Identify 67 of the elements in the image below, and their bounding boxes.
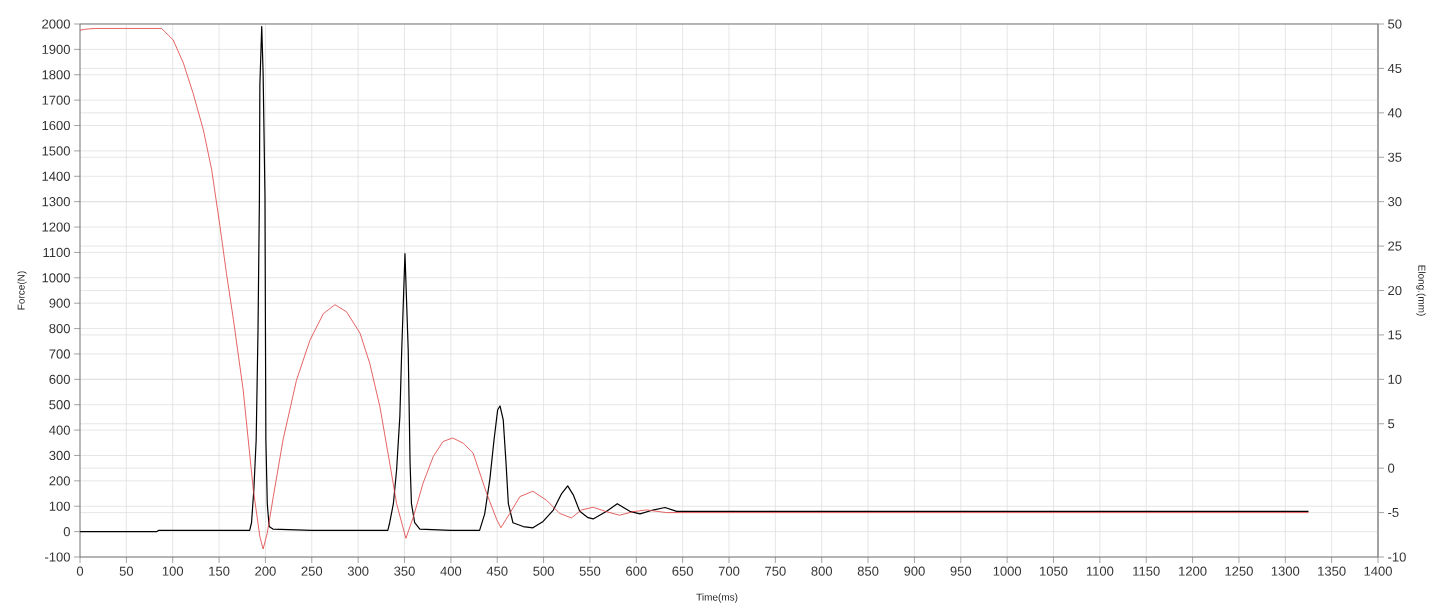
x-tick-label: 650 bbox=[672, 566, 693, 576]
x-tick-label: 700 bbox=[718, 566, 740, 576]
x-tick-label: 550 bbox=[579, 566, 601, 576]
x-tick-label: 400 bbox=[440, 566, 462, 576]
x-tick-label: 1000 bbox=[993, 566, 1022, 576]
y2-tick-label: 40 bbox=[1387, 108, 1402, 118]
y-tick-label: 1600 bbox=[42, 120, 70, 131]
y-tick-label: 700 bbox=[49, 349, 70, 359]
x-tick-label: 1100 bbox=[1086, 566, 1114, 576]
y2-tick-label: 50 bbox=[1388, 19, 1402, 29]
y2-tick-label: 30 bbox=[1388, 197, 1402, 207]
x-tick-label: 600 bbox=[626, 566, 647, 576]
y2-axis-title: Elong.(mm) bbox=[1416, 265, 1426, 316]
y-tick-label: 900 bbox=[49, 298, 70, 308]
x-tick-label: 250 bbox=[301, 566, 323, 576]
x-tick-label: 1150 bbox=[1133, 566, 1160, 576]
x-tick-label: 500 bbox=[533, 566, 554, 576]
y-tick-label: 400 bbox=[49, 425, 70, 435]
x-tick-label: 0 bbox=[76, 566, 84, 576]
y-tick-label: 1700 bbox=[42, 95, 70, 105]
y-tick-label: 100 bbox=[49, 501, 70, 511]
y-tick-label: -100 bbox=[45, 552, 70, 562]
y-tick-label: 1000 bbox=[42, 273, 70, 283]
x-tick-label: 350 bbox=[394, 566, 415, 576]
y-tick-label: 1400 bbox=[42, 171, 70, 181]
y-tick-label: 1100 bbox=[43, 247, 70, 258]
x-tick-label: 50 bbox=[119, 566, 134, 576]
y2-tick-label: 35 bbox=[1388, 152, 1402, 162]
x-tick-label: 1050 bbox=[1040, 566, 1068, 576]
y-tick-label: 300 bbox=[49, 450, 70, 461]
y2-tick-label: 20 bbox=[1388, 285, 1402, 296]
x-tick-label: 300 bbox=[347, 566, 369, 576]
y-tick-label: 1900 bbox=[42, 44, 70, 54]
x-tick-label: 1250 bbox=[1225, 566, 1253, 576]
y-axis-title: Force(N) bbox=[17, 271, 27, 310]
x-tick-label: 900 bbox=[904, 566, 925, 576]
x-axis-title: Time(ms) bbox=[696, 593, 738, 603]
y2-tick-label: 5 bbox=[1388, 419, 1395, 429]
y-tick-label: 1200 bbox=[42, 222, 70, 232]
x-tick-label: 1300 bbox=[1271, 566, 1300, 576]
y-tick-label: 1300 bbox=[42, 197, 70, 207]
y2-tick-label: 15 bbox=[1388, 330, 1402, 340]
x-tick-label: 150 bbox=[209, 566, 230, 576]
x-tick-label: 200 bbox=[255, 566, 276, 576]
y-tick-label: 0 bbox=[63, 527, 70, 537]
y2-tick-label: 45 bbox=[1387, 63, 1402, 73]
x-tick-label: 1350 bbox=[1318, 566, 1346, 576]
y2-tick-label: 10 bbox=[1388, 374, 1402, 384]
x-tick-label: 1200 bbox=[1179, 566, 1207, 576]
x-tick-label: 450 bbox=[486, 566, 508, 576]
x-tick-label: 1400 bbox=[1364, 566, 1392, 576]
y-tick-label: 500 bbox=[49, 400, 70, 410]
y-tick-label: 600 bbox=[49, 374, 70, 384]
x-tick-label: 800 bbox=[811, 566, 833, 576]
x-tick-label: 100 bbox=[162, 566, 184, 576]
y-tick-label: 2000 bbox=[42, 19, 70, 29]
x-tick-label: 950 bbox=[950, 566, 972, 576]
x-tick-label: 750 bbox=[765, 566, 786, 576]
y2-tick-label: 0 bbox=[1388, 463, 1395, 473]
y2-tick-label: 25 bbox=[1388, 241, 1402, 251]
y2-tick-label: -10 bbox=[1388, 552, 1406, 562]
y-tick-label: 200 bbox=[49, 476, 70, 486]
y-tick-label: 1500 bbox=[42, 146, 70, 156]
y-tick-label: 800 bbox=[49, 323, 70, 334]
x-tick-label: 850 bbox=[857, 566, 879, 576]
y-tick-label: 1800 bbox=[42, 70, 70, 80]
y2-tick-label: -5 bbox=[1388, 508, 1399, 518]
